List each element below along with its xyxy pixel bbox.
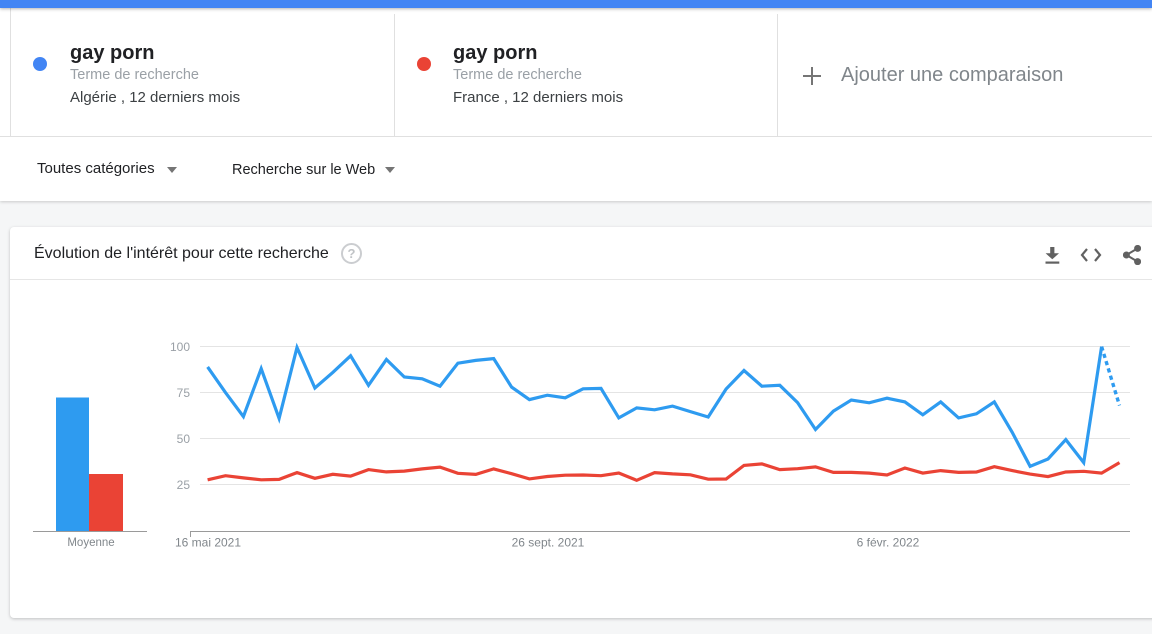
svg-text:25: 25 <box>177 478 191 492</box>
svg-text:Moyenne: Moyenne <box>67 537 114 549</box>
svg-text:75: 75 <box>177 386 191 400</box>
svg-text:50: 50 <box>177 432 191 446</box>
svg-text:6 févr. 2022: 6 févr. 2022 <box>857 536 920 550</box>
svg-text:26 sept. 2021: 26 sept. 2021 <box>512 536 585 550</box>
svg-text:16 mai 2021: 16 mai 2021 <box>175 536 241 550</box>
svg-text:100: 100 <box>170 340 190 354</box>
